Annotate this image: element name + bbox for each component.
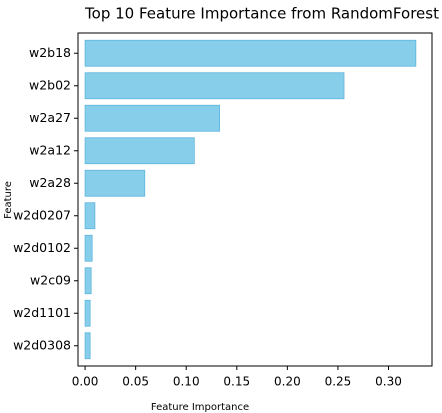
y-tick-label: w2c09: [30, 272, 71, 287]
bar: [84, 267, 92, 295]
bar: [84, 234, 93, 262]
x-tick-label: 0.25: [325, 375, 352, 389]
bar: [84, 39, 417, 67]
y-tick-label: w2d0102: [13, 240, 71, 255]
x-tick-label: 0.15: [223, 375, 250, 389]
x-axis-label: Feature Importance: [151, 402, 249, 413]
bar: [84, 72, 345, 100]
y-tick-label: w2a27: [29, 110, 71, 125]
x-tick-label: 0.05: [122, 375, 149, 389]
y-tick-label: w2a28: [29, 175, 71, 190]
bar: [84, 137, 195, 165]
y-tick-label: w2d1101: [13, 305, 71, 320]
y-axis-label: Feature: [3, 181, 14, 219]
bar: [84, 202, 96, 230]
y-tick-label: w2d0308: [13, 337, 71, 352]
y-tick-label: w2a12: [29, 142, 71, 157]
y-tick-label: w2b18: [29, 45, 71, 60]
y-tick-label: w2b02: [29, 77, 71, 92]
bar: [84, 332, 91, 360]
x-tick-label: 0.30: [375, 375, 402, 389]
x-tick-label: 0.10: [173, 375, 200, 389]
bar: [84, 104, 221, 132]
bar: [84, 169, 146, 197]
plot-frame: [77, 32, 433, 367]
y-tick-label: w2d0207: [13, 207, 71, 222]
chart-title: Top 10 Feature Importance from RandomFor…: [84, 5, 439, 23]
x-tick-label: 0.20: [274, 375, 301, 389]
bar: [84, 299, 91, 327]
x-tick-label: 0.00: [72, 375, 99, 389]
